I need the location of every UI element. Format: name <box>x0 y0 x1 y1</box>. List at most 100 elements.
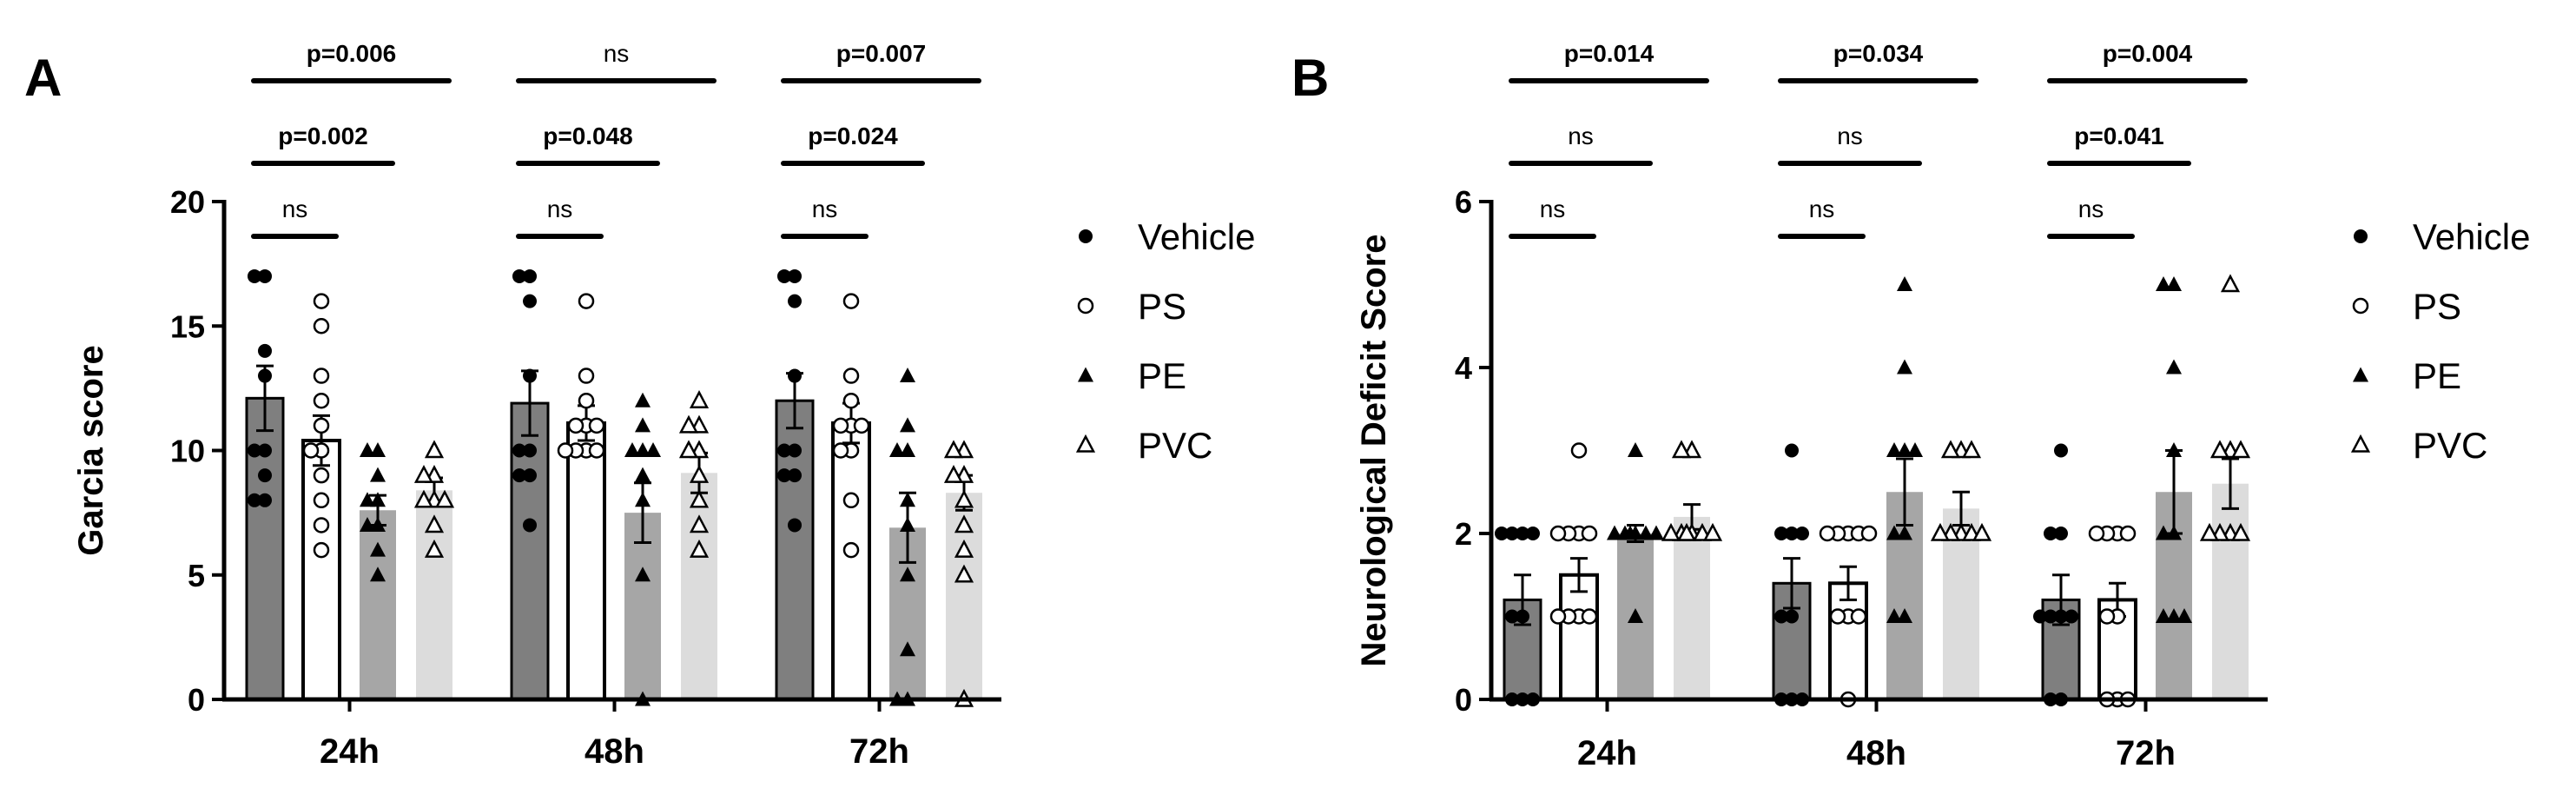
significance-label-48h-ps: ns <box>547 195 573 222</box>
legend-marker-ps <box>1077 297 1094 315</box>
legend-label-pe: PE <box>1138 355 1186 396</box>
data-point-ps-72h <box>842 368 860 384</box>
data-point-vehicle-72h <box>2054 443 2068 458</box>
bar-ps-24h <box>301 439 341 701</box>
y-tick-label-10: 10 <box>170 434 205 469</box>
legend-label-pvc: PVC <box>1138 425 1212 466</box>
legend-marker-pvc <box>2350 434 2371 453</box>
data-point-vehicle-72h <box>2044 527 2057 540</box>
x-tick-label-24h: 24h <box>1577 734 1637 772</box>
y-axis-title: Neurological Deficit Score <box>1355 235 1393 667</box>
data-point-pe-72h <box>900 417 915 433</box>
significance-label-48h-pe: ns <box>1837 123 1863 149</box>
data-point-pe-48h <box>645 442 661 457</box>
data-point-vehicle-72h <box>777 268 791 283</box>
data-point-pvc-72h <box>2220 274 2241 293</box>
data-point-vehicle-48h <box>1774 609 1788 624</box>
data-point-pvc-24h <box>424 539 445 558</box>
data-point-ps-24h <box>1581 525 1598 542</box>
data-point-pe-48h <box>1897 276 1912 291</box>
data-point-pe-48h <box>1897 608 1912 623</box>
data-point-pe-48h <box>624 442 640 457</box>
legend-label-pvc: PVC <box>2413 425 2487 466</box>
bar-ps-24h <box>1559 573 1599 701</box>
data-point-pe-48h <box>1897 442 1912 457</box>
data-point-pvc-48h <box>689 489 710 508</box>
data-point-vehicle-24h <box>258 368 272 383</box>
data-point-pvc-48h <box>678 440 699 459</box>
panel-letter-a: A <box>24 49 62 107</box>
data-point-ps-48h <box>567 417 585 434</box>
panel-letter-b: B <box>1291 49 1329 107</box>
y-tick-label-5: 5 <box>188 558 205 593</box>
data-point-vehicle-48h <box>523 268 537 283</box>
data-point-pvc-24h <box>424 440 445 459</box>
data-point-ps-24h <box>1570 442 1588 459</box>
data-point-pe-48h <box>1886 608 1902 623</box>
y-axis-title: Garcia score <box>72 345 110 555</box>
data-point-ps-48h <box>588 442 605 459</box>
data-point-pvc-72h <box>943 440 964 459</box>
data-point-vehicle-48h <box>523 294 537 308</box>
data-point-pvc-72h <box>954 489 974 508</box>
data-point-pvc-24h <box>424 514 445 533</box>
data-point-pvc-24h <box>413 464 434 483</box>
x-tick-label-72h: 72h <box>849 732 909 771</box>
data-point-pvc-72h <box>2230 440 2251 459</box>
data-point-pe-24h <box>1607 525 1622 540</box>
data-point-pe-48h <box>635 417 651 433</box>
data-point-pvc-48h <box>689 539 710 558</box>
data-point-pe-72h <box>900 368 915 383</box>
data-point-ps-24h <box>1581 608 1598 625</box>
significance-label-24h-ps: ns <box>1540 195 1566 222</box>
data-point-ps-48h <box>578 293 595 309</box>
legend-marker-ps <box>2352 297 2369 315</box>
data-point-ps-72h <box>842 293 860 309</box>
data-point-vehicle-24h <box>258 268 272 283</box>
data-point-ps-24h <box>313 492 330 509</box>
data-point-ps-24h <box>313 318 330 335</box>
bar-ps-48h <box>566 421 606 701</box>
data-point-pvc-24h <box>1702 522 1723 541</box>
data-point-ps-24h <box>313 368 330 384</box>
legend-marker-vehicle <box>1079 229 1093 243</box>
data-point-vehicle-24h <box>258 493 272 507</box>
data-point-vehicle-48h <box>523 468 537 483</box>
data-point-pe-72h <box>900 516 915 532</box>
data-point-pvc-48h <box>689 514 710 533</box>
data-point-pe-24h <box>1622 525 1638 540</box>
legend-marker-pe <box>2353 367 2368 382</box>
data-point-ps-72h <box>842 492 860 509</box>
data-point-vehicle-48h <box>1785 609 1799 624</box>
data-point-pvc-72h <box>2209 440 2230 459</box>
data-point-pe-48h <box>635 392 651 407</box>
data-point-vehicle-48h <box>1785 443 1799 458</box>
data-point-pe-24h <box>1628 442 1643 457</box>
y-tick-label-0: 0 <box>188 682 205 718</box>
data-point-vehicle-24h <box>1526 527 1540 540</box>
data-point-ps-72h <box>842 392 860 409</box>
data-point-pvc-24h <box>1671 440 1692 459</box>
data-point-ps-24h <box>313 293 330 309</box>
data-point-ps-48h <box>557 442 574 459</box>
data-point-ps-48h <box>1860 525 1878 542</box>
data-point-pe-48h <box>1897 525 1912 540</box>
data-point-pvc-72h <box>943 464 964 483</box>
y-tick-label-4: 4 <box>1455 350 1472 386</box>
data-point-ps-24h <box>313 467 330 484</box>
legend-label-vehicle: Vehicle <box>1138 216 1255 257</box>
data-point-pe-72h <box>2176 608 2192 623</box>
data-point-pvc-48h <box>1961 440 1982 459</box>
bar-pvc-72h <box>2212 483 2249 699</box>
panel-b: B Neurological Deficit Score 24h 48h 72h 0 2 4 6… <box>1291 40 2530 772</box>
data-point-pe-72h <box>2166 442 2182 457</box>
data-point-ps-48h <box>588 417 605 434</box>
data-point-ps-72h <box>853 417 870 434</box>
data-point-pe-72h <box>2156 276 2171 291</box>
data-point-pvc-72h <box>954 539 974 558</box>
y-tick-label-6: 6 <box>1455 184 1472 220</box>
data-point-pvc-48h <box>1940 440 1961 459</box>
significance-label-24h-pe: p=0.002 <box>278 123 368 149</box>
